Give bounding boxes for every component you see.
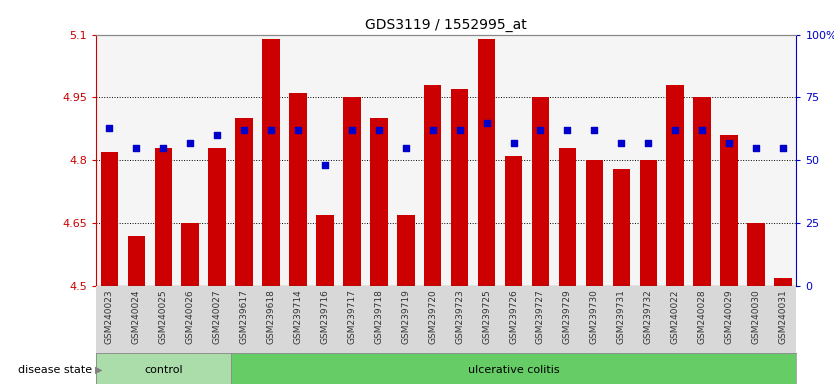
Text: disease state: disease state bbox=[18, 365, 92, 375]
Bar bbox=[128, 236, 145, 286]
Point bbox=[453, 127, 466, 133]
Text: GSM240022: GSM240022 bbox=[671, 290, 680, 344]
Point bbox=[319, 162, 332, 169]
Text: GSM239729: GSM239729 bbox=[563, 290, 572, 344]
Bar bbox=[505, 156, 522, 286]
Text: GSM239719: GSM239719 bbox=[401, 290, 410, 344]
Text: GSM239720: GSM239720 bbox=[428, 290, 437, 344]
Text: GSM239726: GSM239726 bbox=[509, 290, 518, 344]
Point bbox=[560, 127, 574, 133]
Bar bbox=[478, 39, 495, 286]
Bar bbox=[747, 223, 765, 286]
Bar bbox=[397, 215, 414, 286]
Bar bbox=[208, 148, 226, 286]
Text: GSM240028: GSM240028 bbox=[698, 290, 706, 344]
Point bbox=[696, 127, 709, 133]
Text: GSM239714: GSM239714 bbox=[294, 290, 303, 344]
Bar bbox=[693, 98, 711, 286]
Bar bbox=[235, 118, 253, 286]
Bar bbox=[559, 148, 576, 286]
Bar bbox=[316, 215, 334, 286]
Point bbox=[480, 119, 493, 126]
Text: GSM239725: GSM239725 bbox=[482, 290, 491, 344]
Text: GSM240025: GSM240025 bbox=[158, 290, 168, 344]
Point bbox=[238, 127, 251, 133]
Point bbox=[345, 127, 359, 133]
Text: GSM240029: GSM240029 bbox=[725, 290, 734, 344]
Text: GSM239732: GSM239732 bbox=[644, 290, 653, 344]
Text: GSM239717: GSM239717 bbox=[348, 290, 356, 344]
Point bbox=[588, 127, 601, 133]
Bar bbox=[532, 98, 550, 286]
Point bbox=[507, 140, 520, 146]
Text: GSM240023: GSM240023 bbox=[105, 290, 114, 344]
Point bbox=[103, 124, 116, 131]
Text: GSM240026: GSM240026 bbox=[186, 290, 194, 344]
Bar bbox=[96, 353, 231, 384]
Bar bbox=[721, 135, 738, 286]
Point bbox=[534, 127, 547, 133]
Text: GSM239618: GSM239618 bbox=[267, 290, 275, 344]
Text: GSM240030: GSM240030 bbox=[751, 290, 761, 344]
Point bbox=[615, 140, 628, 146]
Text: GSM239716: GSM239716 bbox=[320, 290, 329, 344]
Bar bbox=[101, 152, 118, 286]
Text: ▶: ▶ bbox=[95, 365, 103, 375]
Bar bbox=[289, 93, 307, 286]
Title: GDS3119 / 1552995_at: GDS3119 / 1552995_at bbox=[365, 18, 527, 32]
Text: GSM239730: GSM239730 bbox=[590, 290, 599, 344]
Point bbox=[750, 145, 763, 151]
Text: GSM239727: GSM239727 bbox=[536, 290, 545, 344]
Point bbox=[157, 145, 170, 151]
Point bbox=[426, 127, 440, 133]
Point bbox=[183, 140, 197, 146]
Bar bbox=[262, 39, 280, 286]
Text: GSM239718: GSM239718 bbox=[374, 290, 384, 344]
Point bbox=[399, 145, 413, 151]
Point bbox=[372, 127, 385, 133]
Text: GSM239617: GSM239617 bbox=[239, 290, 249, 344]
Text: control: control bbox=[144, 365, 183, 375]
Point bbox=[776, 145, 790, 151]
Bar bbox=[774, 278, 791, 286]
Bar bbox=[451, 89, 469, 286]
Point bbox=[264, 127, 278, 133]
Point bbox=[291, 127, 304, 133]
Bar bbox=[343, 98, 360, 286]
Bar bbox=[231, 353, 796, 384]
Text: GSM240027: GSM240027 bbox=[213, 290, 222, 344]
Point bbox=[210, 132, 224, 138]
Text: ulcerative colitis: ulcerative colitis bbox=[468, 365, 560, 375]
Bar bbox=[370, 118, 388, 286]
Text: GSM240024: GSM240024 bbox=[132, 290, 141, 344]
Bar bbox=[182, 223, 199, 286]
Bar bbox=[585, 161, 603, 286]
Bar bbox=[424, 85, 441, 286]
Point bbox=[722, 140, 736, 146]
Text: GSM239731: GSM239731 bbox=[617, 290, 626, 344]
Bar bbox=[154, 148, 172, 286]
Text: GSM240031: GSM240031 bbox=[778, 290, 787, 344]
Point bbox=[641, 140, 655, 146]
Bar bbox=[666, 85, 684, 286]
Point bbox=[669, 127, 682, 133]
Text: GSM239723: GSM239723 bbox=[455, 290, 465, 344]
Bar bbox=[612, 169, 631, 286]
Bar bbox=[640, 161, 657, 286]
Point bbox=[129, 145, 143, 151]
